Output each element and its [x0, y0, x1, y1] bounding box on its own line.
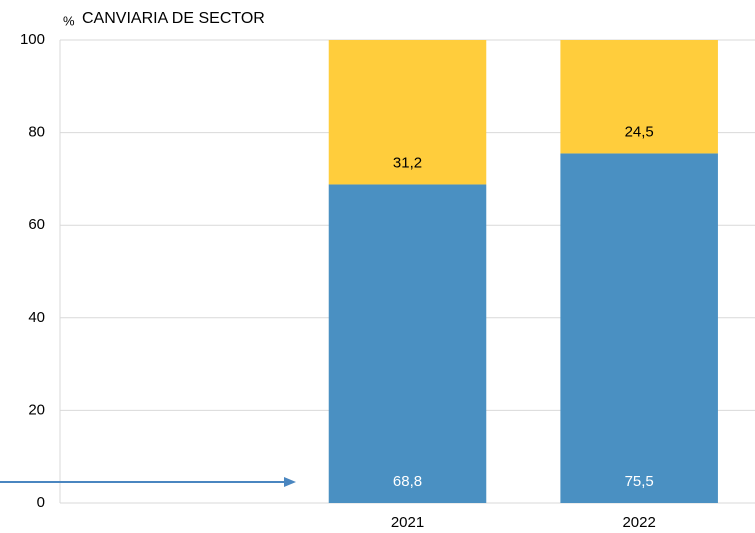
bar-segment — [328, 40, 487, 185]
y-tick-label: 40 — [28, 309, 45, 326]
x-tick-label: 2022 — [622, 514, 655, 531]
arrow-head — [284, 477, 296, 487]
y-tick-label: 0 — [37, 494, 45, 511]
bar-segment — [560, 40, 718, 154]
bar-segment — [560, 153, 718, 503]
data-label: 24,5 — [625, 123, 654, 140]
bar-segment — [328, 184, 487, 503]
y-tick-label: 20 — [28, 401, 45, 418]
data-label: 75,5 — [625, 473, 654, 490]
chart-title: CANVIARIA DE SECTOR — [82, 10, 265, 27]
y-tick-label: 100 — [20, 31, 45, 48]
data-label: 31,2 — [393, 154, 422, 171]
data-label: 68,8 — [393, 473, 422, 490]
unit-label: % — [63, 13, 75, 28]
y-tick-label: 60 — [28, 216, 45, 233]
x-tick-label: 2021 — [391, 514, 424, 531]
y-tick-label: 80 — [28, 124, 45, 141]
